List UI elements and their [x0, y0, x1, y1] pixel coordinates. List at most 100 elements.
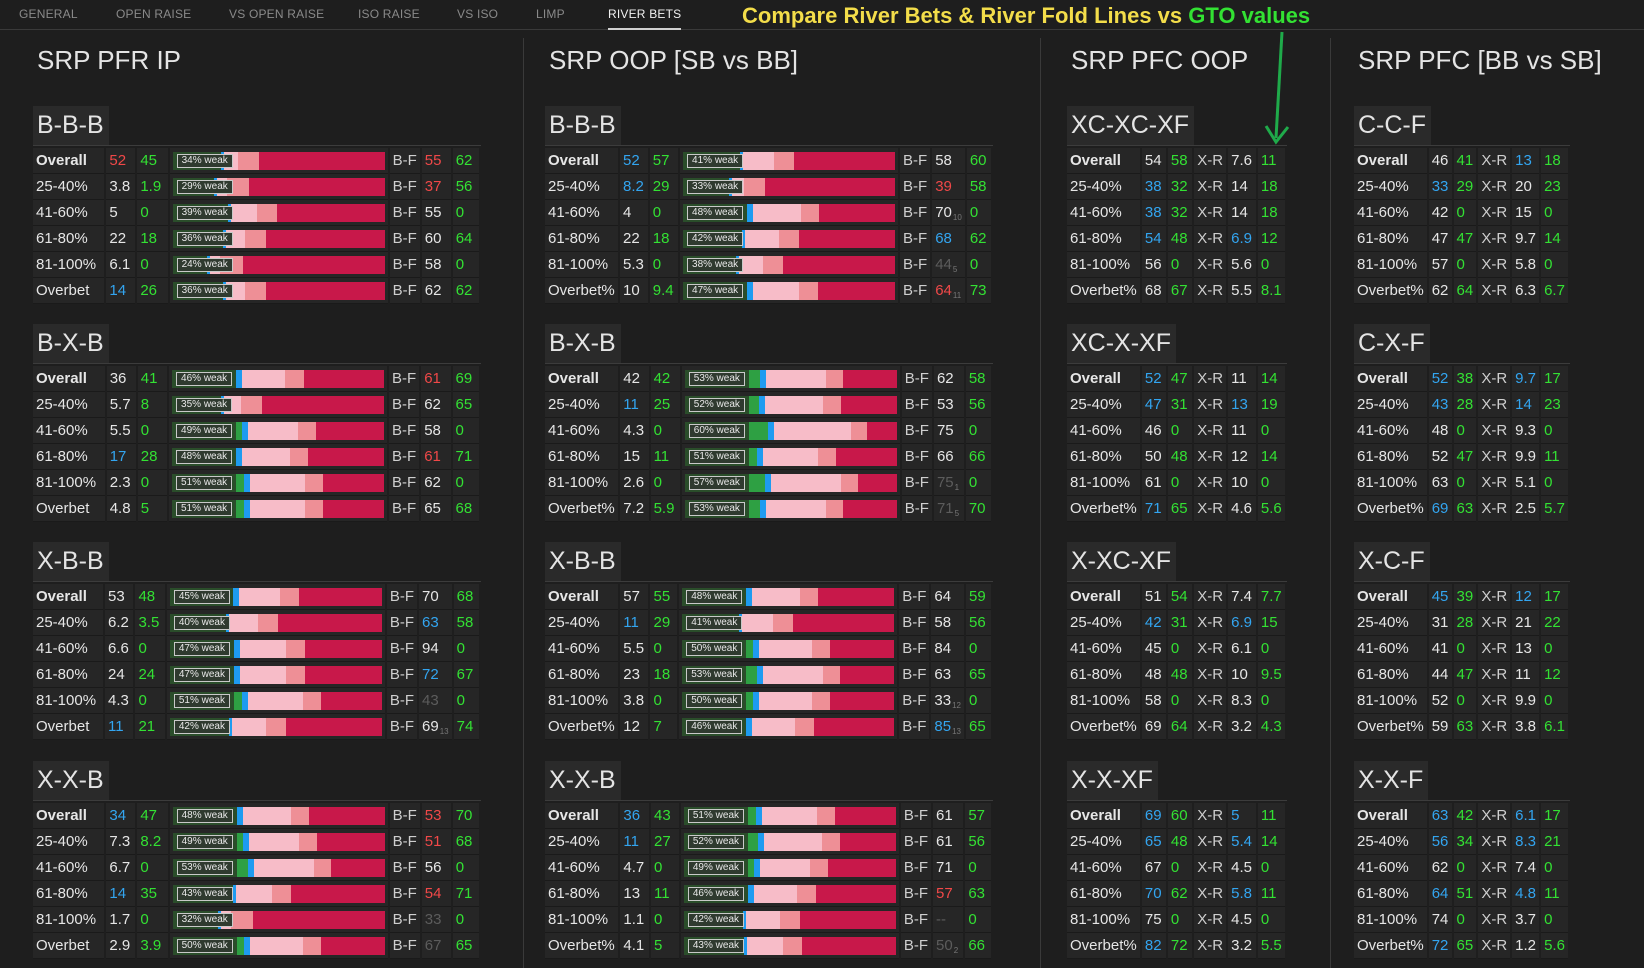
gto-fold-value: 0: [452, 855, 479, 881]
section-underline: [545, 145, 993, 146]
weak-percent-label: 47% weak: [173, 641, 230, 656]
gto-value: 5.9: [650, 496, 680, 522]
range-bar: 36% weak: [172, 229, 385, 248]
player-fold-value: 10: [1228, 470, 1256, 496]
bar-segment: [237, 151, 259, 170]
range-bar: 52% weak: [684, 395, 897, 414]
bar-segment: [236, 499, 245, 518]
tab-open-raise[interactable]: OPEN RAISE: [116, 7, 192, 21]
fold-number: 5.5: [1231, 282, 1252, 299]
gto-value: 0: [1453, 636, 1477, 662]
gto-value: 38: [1453, 366, 1477, 392]
player-value: 36: [620, 803, 650, 829]
bar-segment: [236, 832, 243, 851]
fold-number: 2.5: [1515, 500, 1537, 517]
action-label: X-R: [1194, 933, 1227, 959]
player-fold-value: 72: [419, 662, 452, 688]
player-fold-value: 9.9: [1512, 444, 1540, 470]
row-label: 81-100%: [33, 907, 105, 933]
tab-iso-raise[interactable]: ISO RAISE: [358, 7, 420, 21]
bar-segment: [257, 613, 278, 632]
table-row: 25-40% 11 29 41% weak B-F 58 56: [545, 610, 991, 636]
gto-value: 34: [1453, 829, 1477, 855]
player-value: 4.7: [620, 855, 650, 881]
bar-segment: [774, 151, 795, 170]
range-bar: 29% weak: [172, 177, 385, 196]
tab-vs-open-raise[interactable]: vs OPEN RAISE: [229, 7, 325, 21]
range-bar: 47% weak: [683, 281, 896, 300]
gto-value: 29: [1453, 174, 1477, 200]
gto-fold-value: 58: [453, 610, 479, 636]
bar-segment: [765, 499, 826, 518]
player-value: 42: [1428, 200, 1452, 226]
stats-table: Overall 42 42 53% weak B-F 62 58 25-40% 11 25 52% …: [543, 366, 993, 522]
player-value: 11: [620, 829, 650, 855]
weak-percent-label: 53% weak: [176, 860, 233, 875]
player-fold-value: 3.2: [1228, 933, 1256, 959]
fold-number: 64: [934, 588, 952, 605]
row-label: Overall: [1354, 366, 1427, 392]
table-row: Overbet% 4.1 5 43% weak B-F 502 66: [545, 933, 991, 959]
bar-segment: [316, 832, 385, 851]
table-row: 81-100% 58 0 X-R 8.3 0: [1067, 688, 1285, 714]
weak-percent-label: 50% weak: [176, 938, 233, 953]
gto-value: 35: [137, 881, 168, 907]
fold-number: 72: [422, 666, 439, 683]
row-label: Overbet%: [545, 278, 619, 304]
player-value: 71: [1141, 496, 1166, 522]
stat-section: X-XC-XF Overall 51 54 X-R 7.4 7.7 25-40% 42 31 X-R…: [1067, 542, 1287, 740]
range-bar-cell: 32% weak: [169, 907, 388, 933]
fold-number: 63: [422, 614, 439, 631]
table-row: 41-60% 46 0 X-R 11 0: [1067, 418, 1285, 444]
weak-percent-label: 53% weak: [688, 371, 745, 386]
bar-segment: [265, 281, 385, 300]
gto-fold-value: 0: [1541, 907, 1568, 933]
weak-percent-label: 47% weak: [173, 667, 230, 682]
table-row: 61-80% 23 18 53% weak B-F 63 65: [545, 662, 991, 688]
stat-section: B-X-B Overall 36 41 46% weak B-F 61 69 25-40% 5.7…: [33, 324, 481, 522]
sample-count: 13: [952, 726, 961, 736]
action-label: B-F: [899, 636, 930, 662]
player-fold-value: 57: [933, 881, 964, 907]
player-value: 54: [1141, 148, 1166, 174]
player-fold-value: 445: [932, 252, 965, 278]
player-fold-value: 6.1: [1228, 636, 1256, 662]
range-bar-cell: 51% weak: [169, 470, 388, 496]
bar-segment: [799, 910, 896, 929]
stats-table: Overall 51 54 X-R 7.4 7.7 25-40% 42 31 X-R 6.9 15 41…: [1065, 584, 1287, 740]
weak-percent-label: 51% weak: [688, 449, 745, 464]
bar-segment: [759, 639, 813, 658]
tab-limp[interactable]: LIMP: [536, 7, 565, 21]
table-row: 25-40% 3.8 1.9 29% weak B-F 37 56: [33, 174, 479, 200]
player-value: 47: [1141, 392, 1166, 418]
weak-percent-label: 53% weak: [688, 501, 745, 516]
row-label: 41-60%: [1067, 636, 1140, 662]
action-label: B-F: [900, 907, 932, 933]
table-row: 41-60% 5 0 39% weak B-F 55 0: [33, 200, 479, 226]
action-label: X-R: [1478, 714, 1511, 740]
bar-segment: [265, 717, 286, 736]
bar-segment: [747, 858, 754, 877]
tab-river-bets[interactable]: RIVER BETS: [608, 7, 682, 30]
player-value: 68: [1141, 278, 1166, 304]
player-fold-value: 5.8: [1228, 881, 1256, 907]
tab-vs-iso[interactable]: vs ISO: [457, 7, 499, 21]
range-bar-cell: 39% weak: [169, 200, 388, 226]
bar-segment: [822, 395, 841, 414]
range-bar: 51% weak: [683, 806, 896, 825]
section-title: X-C-F: [1354, 542, 1430, 582]
gto-fold-value: 0: [452, 907, 479, 933]
table-row: 61-80% 54 48 X-R 6.9 12: [1067, 226, 1285, 252]
fold-number: 3.8: [1515, 718, 1537, 735]
range-bar: 49% weak: [172, 421, 385, 440]
action-label: X-R: [1478, 444, 1511, 470]
bar-segment: [330, 858, 385, 877]
gto-fold-value: 0: [966, 252, 991, 278]
row-label: Overall: [33, 584, 104, 610]
row-label: 25-40%: [1067, 392, 1140, 418]
tab-general[interactable]: GENERAL: [19, 7, 78, 21]
player-value: 4.1: [620, 933, 650, 959]
table-row: 25-40% 11 27 52% weak B-F 61 56: [545, 829, 991, 855]
bar-segment: [840, 395, 897, 414]
player-fold-value: 9.3: [1512, 418, 1540, 444]
